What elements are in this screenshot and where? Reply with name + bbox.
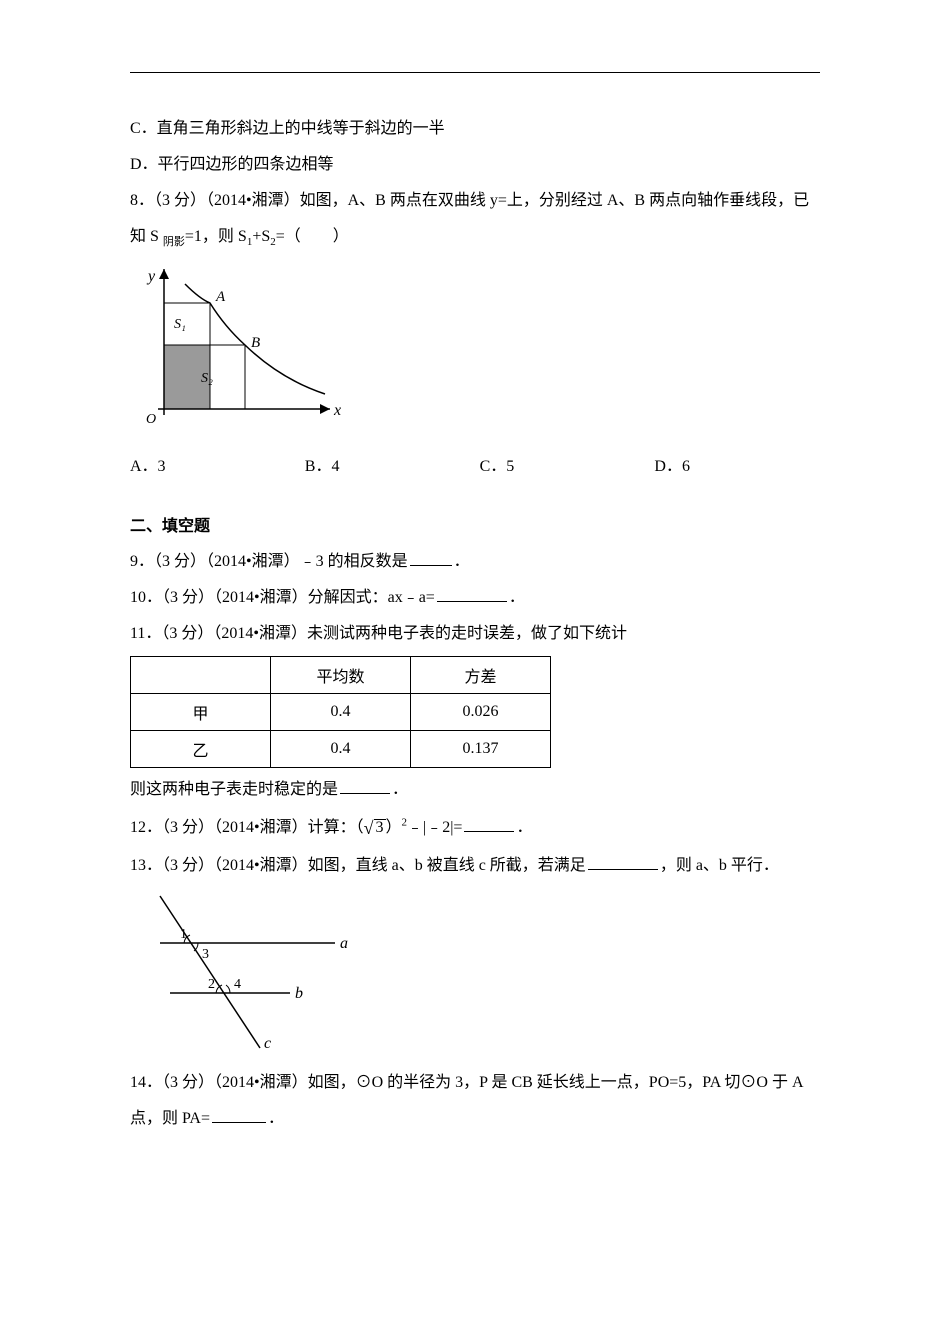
q8-line2: 知 S 阴影=1，则 S1+S2=（ ） [130,221,820,253]
table-cell: 乙 [131,731,271,768]
q14-pre: 点，则 PA= [130,1110,210,1127]
svg-text:4: 4 [234,977,241,992]
q14-post: ． [268,1110,284,1127]
svg-text:1: 1 [180,927,187,942]
svg-text:y: y [146,268,156,285]
choice-b: B．4 [305,452,471,476]
q12: 12．（3 分）（2014•湘潭）计算：（√3）2﹣|﹣2|=． [130,810,820,846]
q8-mid: =1，则 S [185,228,247,245]
table-header [131,657,271,694]
q8-plus: +S [252,228,270,245]
table-header: 平均数 [271,657,411,694]
svg-text:S₁: S₁ [174,317,186,332]
q8-svg: y x O A B S₁ S₂ [130,259,350,439]
q9-post: ． [454,553,470,570]
table-cell: 0.137 [411,731,551,768]
q8-sub-shadow: 阴影 [163,236,185,248]
q7-option-d: D．平行四边形的四条边相等 [130,149,820,181]
q11: 11．（3 分）（2014•湘潭）未测试两种电子表的走时误差，做了如下统计 [130,618,820,650]
svg-text:3: 3 [202,947,209,962]
q13-pre: 13．（3 分）（2014•湘潭）如图，直线 a、b 被直线 c 所截，若满足 [130,857,586,874]
q10-blank [437,586,507,602]
q7-option-c: C．直角三角形斜边上的中线等于斜边的一半 [130,113,820,145]
choice-a: A．3 [130,452,296,476]
q8-line1: 8．（3 分）（2014•湘潭）如图，A、B 两点在双曲线 y=上，分别经过 A… [130,185,820,217]
q11-tail-post: ． [392,781,408,798]
q13: 13．（3 分）（2014•湘潭）如图，直线 a、b 被直线 c 所截，若满足 ，… [130,850,820,882]
q11-tail-pre: 则这两种电子表走时稳定的是 [130,781,338,798]
svg-text:a: a [340,935,348,952]
q12-blank [464,816,514,832]
table-cell: 0.4 [271,731,411,768]
svg-text:B: B [251,335,260,351]
q8-figure: y x O A B S₁ S₂ [130,259,820,444]
q8-pre: 知 S [130,228,163,245]
choice-c: C．5 [480,452,646,476]
top-rule [130,72,820,73]
q13-figure: 13 2 4 a b c [130,888,820,1063]
table-row: 甲0.40.026 [131,694,551,731]
section-2-title: 二、填空题 [130,512,820,536]
q9: 9．（3 分）（2014•湘潭）﹣3 的相反数是 ． [130,546,820,578]
choice-d: D．6 [654,452,820,476]
sqrt-icon: √ [364,818,374,838]
table-row: 乙0.40.137 [131,731,551,768]
svg-text:c: c [264,1035,271,1052]
q11-tail: 则这两种电子表走时稳定的是 ． [130,774,820,806]
svg-text:A: A [215,289,226,305]
table-cell: 0.026 [411,694,551,731]
q13-post: ，则 a、b 平行． [660,857,779,874]
svg-text:x: x [333,402,341,419]
table-cell: 甲 [131,694,271,731]
q10-pre: 10．（3 分）（2014•湘潭）分解因式：ax﹣a= [130,589,435,606]
svg-text:O: O [146,412,156,427]
q12-mid1: ） [386,819,402,836]
table-header: 方差 [411,657,551,694]
q9-pre: 9．（3 分）（2014•湘潭）﹣3 的相反数是 [130,553,408,570]
svg-text:2: 2 [208,977,215,992]
q10: 10．（3 分）（2014•湘潭）分解因式：ax﹣a= ． [130,582,820,614]
q11-blank [340,778,390,794]
q9-blank [410,550,452,566]
q12-pre: 12．（3 分）（2014•湘潭）计算：（ [130,819,364,836]
q12-mid2: ﹣|﹣2|= [407,819,462,836]
svg-text:b: b [295,985,303,1002]
q14-line2: 点，则 PA= ． [130,1103,820,1135]
q10-post: ． [509,589,525,606]
q12-post: ． [516,819,532,836]
q8-post: =（ ） [276,228,349,245]
q8-choices: A．3 B．4 C．5 D．6 [130,448,820,484]
q13-svg: 13 2 4 a b c [130,888,350,1058]
q11-table: 平均数方差甲0.40.026乙0.40.137 [130,656,551,768]
q12-sqrt-arg: 3 [374,819,386,836]
table-cell: 0.4 [271,694,411,731]
q14-blank [212,1107,266,1123]
q13-blank [588,854,658,870]
svg-text:S₂: S₂ [201,371,213,386]
q14-line1: 14．（3 分）（2014•湘潭）如图，⊙O 的半径为 3，P 是 CB 延长线… [130,1067,820,1099]
